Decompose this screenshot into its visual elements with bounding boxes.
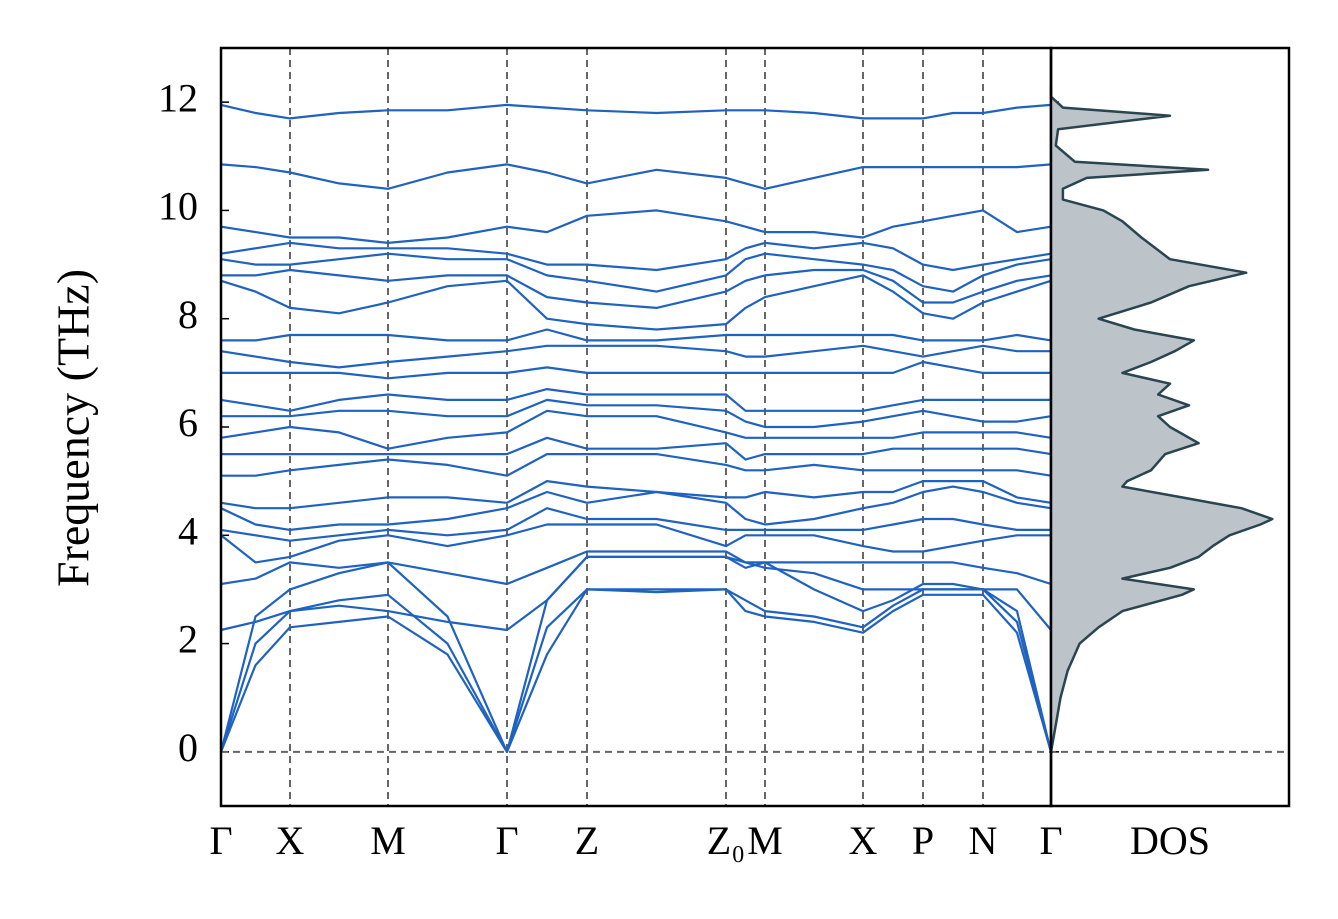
x-tick-label: X [276, 818, 305, 863]
y-tick-label: 4 [178, 508, 198, 553]
y-axis-label: Frequency (THz) [48, 269, 99, 587]
y-tick-label: 0 [178, 725, 198, 770]
band-frame [219, 46, 1053, 808]
dos-frame [1049, 46, 1291, 808]
x-tick-label: X [849, 818, 878, 863]
x-tick-label: Γ [209, 818, 232, 863]
y-tick-label: 12 [158, 75, 198, 120]
band-line [221, 453, 1052, 477]
band-line [220, 344, 1051, 369]
x-tick-label: M [370, 818, 406, 863]
x-tick-label: P [912, 818, 934, 863]
band-line [220, 507, 1051, 542]
x-tick-label: Z [575, 818, 599, 863]
x-tick-label: M [747, 818, 783, 863]
band-line [221, 398, 1052, 429]
x-tick-label: Γ [495, 818, 518, 863]
band-line [220, 485, 1052, 531]
x-tick-label: Γ [1039, 818, 1062, 863]
dos-area [1051, 85, 1273, 752]
band-line [221, 328, 1052, 342]
y-tick-label: 10 [158, 184, 198, 229]
band-line [220, 550, 1052, 586]
y-tick-label: 8 [178, 292, 198, 337]
y-tick-label: 6 [178, 400, 198, 445]
band-line [220, 388, 1051, 412]
band-line [221, 436, 1052, 461]
band-line [219, 588, 1053, 753]
x-tick-label: Z₀ [707, 818, 745, 863]
band-line [220, 523, 1051, 564]
band-line [220, 555, 1052, 632]
band-line [219, 588, 1053, 753]
band-line [221, 268, 1052, 309]
band-line [221, 360, 1051, 380]
y-tick-label: 2 [178, 617, 198, 662]
x-tick-label: N [969, 818, 998, 863]
band-line [220, 409, 1052, 450]
band-line [220, 209, 1052, 244]
band-line [220, 163, 1052, 190]
band-line [220, 241, 1052, 272]
dos-label: DOS [1130, 818, 1210, 863]
band-line [219, 555, 1053, 753]
band-line [220, 480, 1052, 510]
band-line [220, 103, 1052, 120]
band-line [220, 274, 1052, 331]
dos-line [1049, 85, 1274, 753]
band-line [220, 252, 1052, 293]
